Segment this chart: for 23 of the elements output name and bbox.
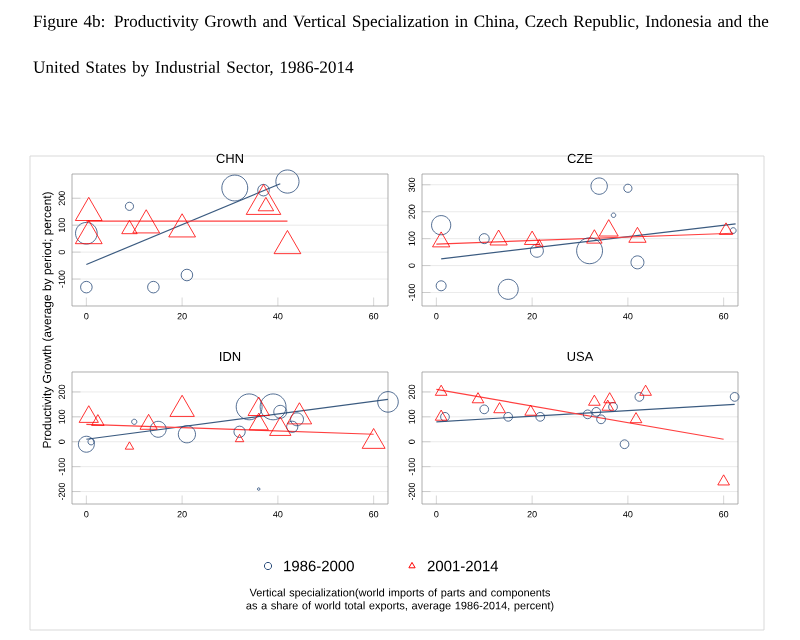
point bbox=[434, 409, 448, 421]
point bbox=[603, 392, 616, 404]
point bbox=[479, 404, 490, 415]
point bbox=[639, 384, 652, 396]
point bbox=[608, 402, 618, 412]
text: Figure 4b: Productivity Growth and Vertical Specialization in China, Czech Republic, Indonesia and the United States by Industrial Sector, 1986-2014 bbox=[33, 15, 769, 77]
point bbox=[729, 392, 740, 402]
point bbox=[596, 414, 606, 425]
point bbox=[591, 407, 602, 417]
point bbox=[717, 474, 730, 486]
point bbox=[471, 392, 485, 404]
point bbox=[629, 412, 643, 424]
point bbox=[582, 409, 593, 420]
point bbox=[503, 412, 513, 422]
point bbox=[588, 394, 601, 406]
point bbox=[524, 404, 537, 416]
point bbox=[601, 399, 615, 411]
point bbox=[434, 384, 448, 396]
point bbox=[535, 412, 546, 422]
point bbox=[440, 412, 450, 422]
point bbox=[634, 392, 645, 402]
point bbox=[619, 439, 630, 450]
point bbox=[493, 402, 506, 414]
